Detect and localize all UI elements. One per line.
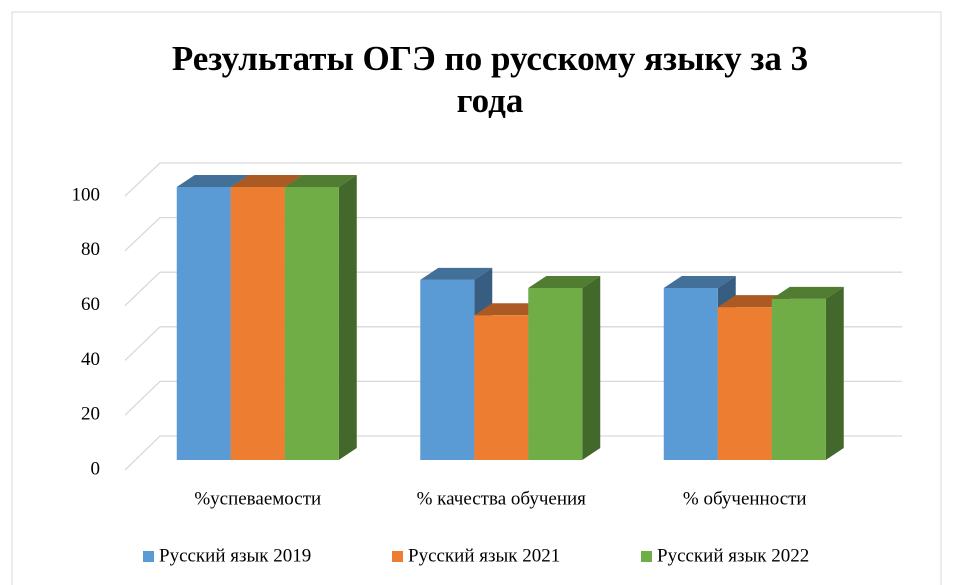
bar (717, 307, 772, 460)
bar (176, 187, 231, 460)
y-tick-label: 100 (72, 184, 101, 205)
grid-line (124, 380, 902, 416)
x-tick-label: %успеваемости (194, 488, 321, 509)
legend-swatch (641, 551, 652, 562)
bar-top (663, 276, 736, 289)
x-tick-label: % качества обучения (417, 488, 587, 509)
bar (474, 315, 529, 460)
bar (420, 279, 475, 460)
grid-line (124, 271, 902, 307)
bar (663, 288, 718, 460)
bar-top (420, 267, 493, 280)
bar-side (825, 286, 844, 460)
bar-side (338, 175, 357, 460)
bar-side (582, 276, 601, 460)
grid-line (124, 435, 902, 471)
y-tick-label: 60 (81, 294, 100, 315)
bar (284, 187, 339, 460)
grid-line (124, 162, 902, 197)
legend-label: Русский язык 2019 (159, 545, 311, 566)
legend-swatch (143, 551, 154, 562)
x-tick-label: % обученности (683, 488, 807, 509)
bar-top (528, 276, 601, 289)
title-line: года (457, 81, 524, 120)
bar (230, 187, 285, 460)
bar (771, 298, 826, 460)
y-tick-label: 40 (81, 349, 100, 370)
legend-label: Русский язык 2022 (657, 545, 809, 566)
title-line: Результаты ОГЭ по русскому языку за 3 (172, 39, 808, 78)
grid-line (124, 216, 902, 252)
y-tick-label: 0 (91, 458, 101, 479)
bar-top (771, 286, 844, 299)
y-tick-label: 80 (81, 239, 100, 260)
legend-swatch (392, 551, 403, 562)
chart-title: Результаты ОГЭ по русскому языку за 3 год… (172, 39, 808, 120)
bar-top (284, 175, 357, 187)
bar-top (230, 175, 303, 187)
bar-top (176, 175, 249, 187)
legend-label: Русский язык 2021 (408, 545, 560, 566)
grid-line (124, 326, 902, 361)
bar (528, 288, 583, 460)
y-tick-label: 20 (81, 404, 100, 425)
